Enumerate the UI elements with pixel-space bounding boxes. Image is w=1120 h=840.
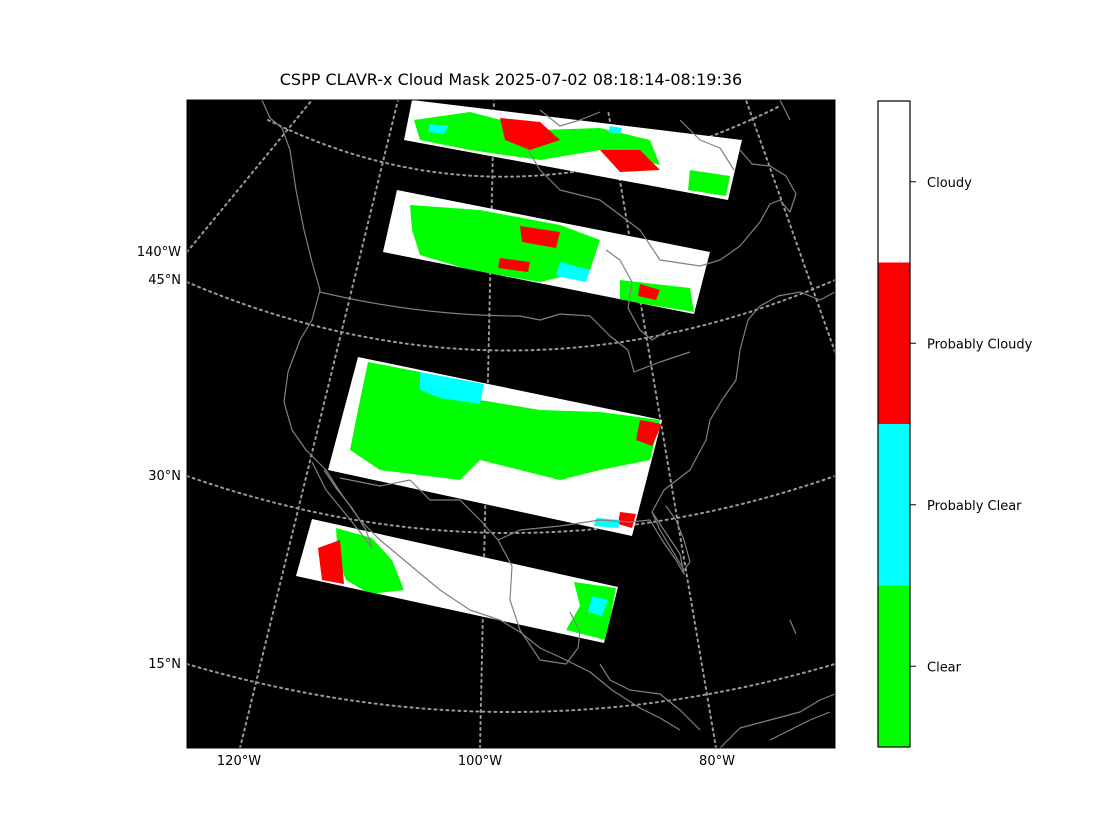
parallel-45n [187,279,835,352]
swath-1-clear-area-east [688,170,730,196]
caribbean-islands [769,619,831,741]
map-panel: 140°W 45°N 30°N 15°N 120°W 100°W 80°W [137,99,836,769]
map-title: CSPP CLAVR-x Cloud Mask 2025-07-02 08:18… [279,70,743,89]
swath-1 [404,100,742,200]
central-america [599,663,835,748]
swath-4 [296,519,618,643]
colorbar-label-clear: Clear [927,660,962,675]
map-axis-labels: 140°W 45°N 30°N 15°N 120°W 100°W 80°W [137,245,735,769]
swath-4-clear-area [336,528,404,594]
longitude-label-80w: 80°W [699,754,735,769]
swath-4-probably-cloudy-area [318,540,344,584]
colorbar-label-cloudy: Cloudy [927,176,972,191]
swath-3 [328,357,662,536]
meridian-80w [607,109,717,748]
colorbar-swatch-probably-clear [878,424,910,586]
swath-3-probably-cloudy-area [618,420,662,528]
longitude-label-120w: 120°W [217,754,261,769]
latitude-label-30n: 30°N [148,469,181,484]
latitude-label-15n: 15°N [148,657,181,672]
colorbar: Cloudy Probably Cloudy Probably Clear Clear [877,100,1033,748]
swath-2-probably-clear-area [556,262,590,282]
colorbar-swatch-clear [878,585,910,747]
colorbar-frame [877,100,911,748]
pacific-coastline [261,100,681,731]
swath-3-probably-clear-area [420,372,484,404]
hudson-bay [527,149,797,267]
coastlines [261,100,835,748]
swath-1-probably-cloudy-area [500,118,660,172]
florida [651,505,691,571]
latitude-label-45n: 45°N [148,273,181,288]
colorbar-swatch-probably-cloudy [878,262,910,424]
baja-california [311,461,373,549]
longitude-label-100w: 100°W [458,754,502,769]
edge-longitude-label: 140°W [137,245,181,260]
meridian-140w [187,100,313,253]
us-mexico-border [339,477,499,541]
parallel-30n [187,475,835,534]
colorbar-swatch-cloudy [878,101,910,263]
gulf-coast [497,511,685,665]
great-lakes [605,249,691,373]
canada-arctic-islands [539,100,791,171]
colorbar-label-probably-clear: Probably Clear [927,499,1022,514]
map-frame [186,99,836,749]
swath-2 [383,190,710,314]
atlantic-coast [651,291,835,513]
meridian-60w [745,100,835,353]
swath-2-clear-area [410,205,600,282]
colorbar-label-probably-cloudy: Probably Cloudy [927,337,1033,352]
us-canada-border [319,291,629,351]
swath-2-probably-cloudy-area [498,226,660,300]
swath-4-probably-clear-area [588,596,608,616]
